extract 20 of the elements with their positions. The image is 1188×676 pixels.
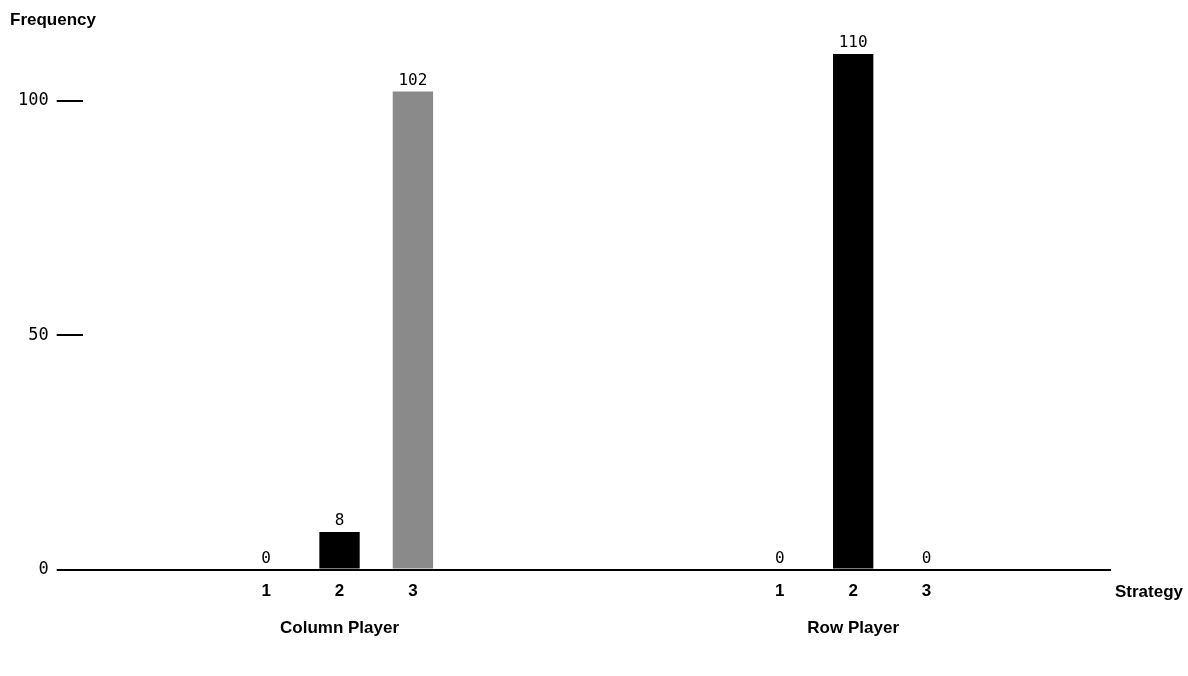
x-tick-label: 3: [408, 581, 418, 601]
data-label: 0: [774, 547, 785, 567]
text: Column Player: [280, 618, 400, 638]
data-label: 102: [398, 69, 428, 89]
y-tick-label: 50: [28, 323, 49, 344]
bar: [392, 91, 434, 569]
x-tick-label: 1: [261, 581, 271, 601]
data-label: 0: [261, 547, 271, 567]
x-tick-label: 2: [848, 581, 858, 601]
y-axis-title: Frequency: [10, 10, 97, 30]
data-label: 0: [921, 547, 932, 567]
data-label: 110: [838, 32, 868, 52]
x-tick-label: 2: [334, 581, 345, 601]
data-label: 8: [334, 510, 345, 530]
text: Row Player: [807, 618, 900, 638]
x-axis-title: Strategy: [1114, 582, 1184, 602]
x-tick-label: 1: [775, 581, 785, 601]
y-tick-label: 100: [17, 89, 49, 110]
x-tick-label: 3: [921, 581, 932, 601]
y-tick-label: 0: [38, 558, 49, 579]
